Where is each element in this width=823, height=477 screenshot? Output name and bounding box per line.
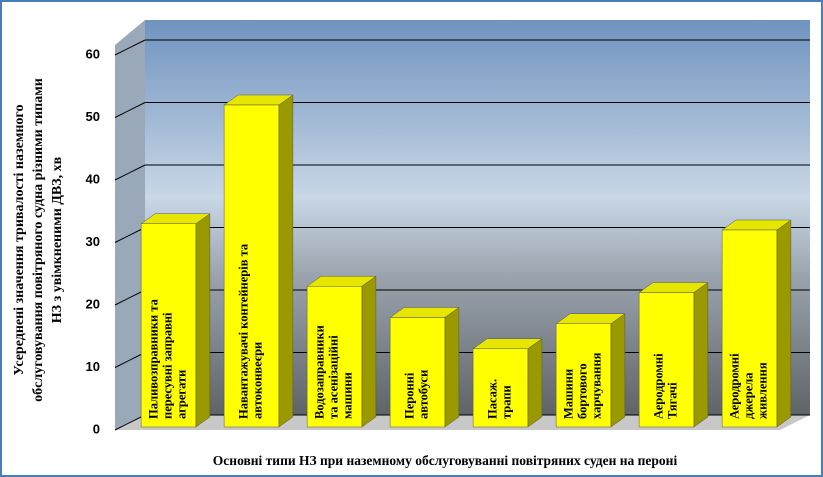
category-label: агрегати [174, 370, 188, 419]
grid-line-side [114, 39, 146, 56]
y-tick-label: 60 [86, 46, 100, 61]
bar-side [693, 282, 709, 428]
category-label: Перонні [402, 372, 416, 419]
bar [638, 292, 695, 428]
bar [389, 317, 446, 428]
bar [472, 348, 529, 428]
y-axis-label-line: обслуговування повітряного судна різними… [31, 78, 46, 402]
bar-side [527, 338, 543, 428]
category-label: Навантажувачі контейнерів та [236, 243, 250, 419]
grid-line-side [114, 414, 146, 431]
category-label: Аеродромні [727, 353, 741, 419]
grid-line-side [114, 164, 146, 181]
category-label: джерела [741, 372, 755, 419]
grid-line-side [114, 102, 146, 118]
y-tick-label: 40 [86, 171, 100, 186]
y-tick-label: 0 [93, 421, 100, 436]
category-label: Пасаж. [485, 379, 499, 419]
category-label: харчування [589, 352, 603, 419]
y-tick-label: 20 [86, 296, 100, 311]
y-tick-label: 10 [86, 359, 100, 374]
category-label: Машини [561, 369, 575, 419]
category-label: Аеродромні [651, 353, 665, 419]
category-label: машини [340, 372, 354, 419]
category-label: Паливозправники та [146, 298, 160, 419]
bar-side [776, 219, 792, 428]
bar [223, 104, 280, 428]
category-label: та асенізаційні [326, 335, 340, 419]
grid-line-side [114, 227, 146, 243]
side-wall [115, 20, 145, 430]
category-label: бортового [575, 363, 589, 419]
bar [140, 223, 197, 428]
category-label: Тягачі [665, 382, 679, 419]
category-label: трапи [499, 385, 513, 419]
category-label: пересувні заправні [160, 312, 174, 419]
bar-side [444, 307, 460, 428]
category-label: Водозаправники [312, 325, 326, 419]
category-label: автоконвеєри [250, 342, 264, 419]
y-axis-label: Усереднені значення тривалості наземного… [12, 78, 65, 402]
bar [555, 323, 612, 428]
y-axis-label-line: Усереднені значення тривалості наземного [12, 105, 27, 376]
bar-side [610, 313, 626, 428]
y-tick-label: 30 [86, 234, 100, 249]
grid-line-side [114, 289, 146, 306]
category-label: живлення [755, 362, 769, 419]
y-axis-label-line: НЗ з увімкненими ДВЗ, хв [50, 156, 65, 323]
bar [721, 229, 778, 428]
bar-side [361, 275, 377, 428]
x-axis-label: Основні типи НЗ при наземному обслуговув… [213, 453, 678, 468]
y-tick-label: 50 [86, 109, 100, 124]
category-label: автобуси [416, 370, 430, 419]
bar-side [195, 213, 211, 428]
grid-line-side [114, 352, 146, 368]
bar [306, 286, 363, 428]
bar-side [278, 94, 294, 428]
